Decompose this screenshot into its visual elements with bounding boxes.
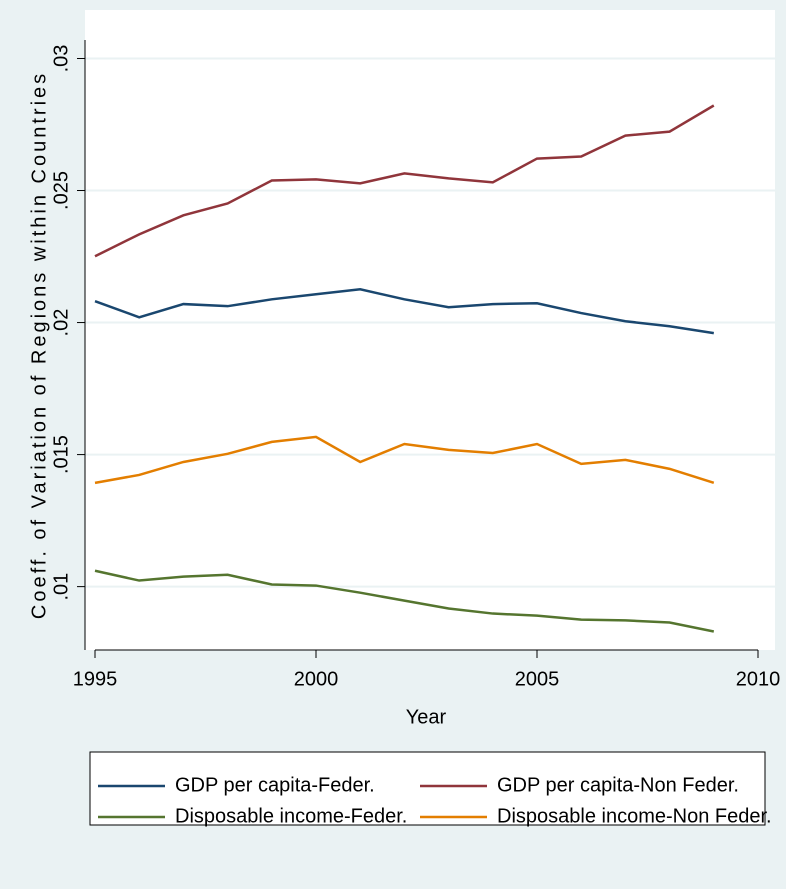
series-line [94, 104, 715, 258]
y-axis-title: Coeff. of Variation of Regions within Co… [28, 71, 50, 619]
series-line [94, 435, 715, 485]
y-tick-label: .03 [50, 45, 72, 73]
x-tick-label: 2010 [736, 668, 781, 690]
legend-label: GDP per capita-Non Feder. [497, 774, 739, 796]
legend-box [89, 751, 766, 826]
plot-region [85, 10, 775, 650]
legend-label: Disposable income-Non Feder. [497, 805, 772, 827]
series-line [94, 288, 714, 335]
legend-label: GDP per capita-Feder. [175, 774, 375, 796]
x-tick-label: 1995 [73, 668, 118, 690]
series-line [94, 569, 715, 633]
legend-label: Disposable income-Feder. [175, 805, 407, 827]
x-tick-label: 2000 [294, 668, 339, 690]
x-tick-label: 2005 [515, 668, 560, 690]
y-tick-label: .025 [50, 171, 72, 210]
y-tick-label: .02 [50, 309, 72, 337]
x-axis-title: Year [406, 706, 447, 728]
y-tick-label: .015 [50, 435, 72, 474]
y-tick-label: .01 [50, 573, 72, 601]
